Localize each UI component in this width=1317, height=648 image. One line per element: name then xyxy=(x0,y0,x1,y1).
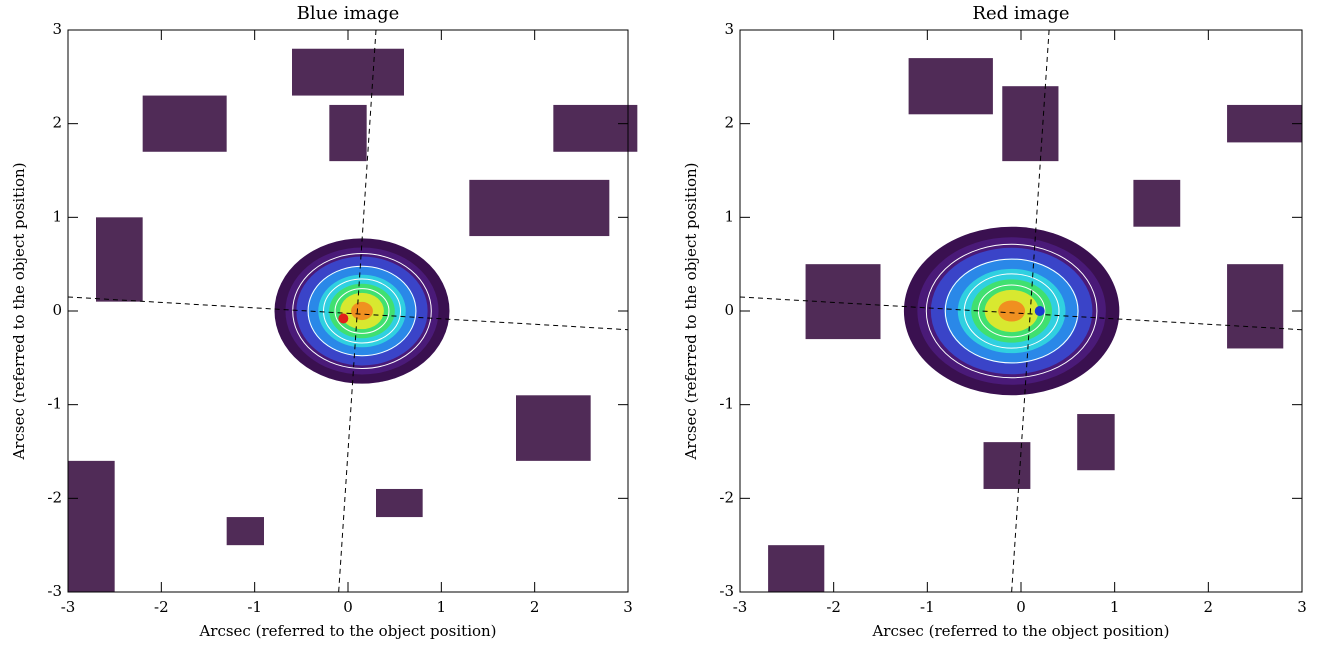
y-tick-label: 2 xyxy=(724,114,734,132)
y-tick-label: 1 xyxy=(724,207,734,225)
image-panel xyxy=(67,29,638,593)
slit-line xyxy=(739,296,1303,331)
emission-patch xyxy=(908,58,993,115)
emission-patch xyxy=(983,442,1031,489)
emission-patch xyxy=(1227,264,1284,349)
slit-line xyxy=(1011,29,1050,593)
x-tick-label: -3 xyxy=(61,598,76,616)
emission-patch xyxy=(1133,179,1181,227)
x-tick-label: 2 xyxy=(1204,598,1214,616)
emission-patch xyxy=(329,104,367,162)
image-panel xyxy=(739,29,1303,593)
emission-patch xyxy=(1002,86,1059,162)
x-tick-label: 2 xyxy=(530,598,540,616)
slit-line xyxy=(338,29,377,593)
emission-level xyxy=(998,300,1026,322)
emission-patch xyxy=(553,104,638,152)
x-axis-label: Arcsec (referred to the object position) xyxy=(871,622,1169,640)
contour xyxy=(323,278,401,344)
emission-patch xyxy=(805,264,881,340)
emission-patch xyxy=(469,179,610,237)
y-tick-label: 0 xyxy=(52,301,62,319)
x-tick-label: 1 xyxy=(1110,598,1120,616)
marker xyxy=(338,313,349,324)
x-tick-label: 3 xyxy=(1297,598,1307,616)
emission-level xyxy=(351,301,373,321)
x-tick-label: -3 xyxy=(733,598,748,616)
contour xyxy=(925,243,1098,379)
y-tick-label: -2 xyxy=(719,488,734,506)
emission-patch xyxy=(768,545,825,592)
contour xyxy=(334,288,390,334)
y-tick-label: -3 xyxy=(47,582,62,600)
y-tick-label: -3 xyxy=(719,582,734,600)
x-tick-label: 0 xyxy=(1016,598,1026,616)
marker xyxy=(1034,306,1045,316)
x-tick-label: 0 xyxy=(343,598,353,616)
contour xyxy=(292,253,432,369)
y-axis-label: Arcsec (referred to the object position) xyxy=(10,162,28,460)
emission-patch xyxy=(376,488,423,518)
chart-title: Blue image xyxy=(297,3,400,24)
y-tick-label: 3 xyxy=(724,20,734,38)
y-tick-label: -2 xyxy=(47,488,62,506)
y-tick-label: 3 xyxy=(52,20,62,38)
emission-patch xyxy=(1227,104,1302,143)
contour xyxy=(944,258,1079,364)
emission-patch xyxy=(68,460,115,592)
y-tick-label: 0 xyxy=(724,301,734,319)
contour xyxy=(963,273,1060,349)
y-tick-label: 1 xyxy=(52,207,62,225)
y-axis-label: Arcsec (referred to the object position) xyxy=(682,162,700,460)
emission-patch xyxy=(226,517,264,546)
slit-line xyxy=(67,296,629,331)
x-axis-label: Arcsec (referred to the object position) xyxy=(198,622,496,640)
emission-patch xyxy=(516,395,591,461)
x-tick-label: 3 xyxy=(623,598,633,616)
emission-patch xyxy=(96,217,143,302)
emission-patch xyxy=(142,95,227,152)
x-tick-label: -2 xyxy=(826,598,841,616)
y-tick-label: 2 xyxy=(52,114,62,132)
x-tick-label: 1 xyxy=(437,598,447,616)
x-tick-label: -2 xyxy=(154,598,169,616)
contour xyxy=(307,265,417,357)
emission-patch xyxy=(1077,414,1115,471)
chart-title: Red image xyxy=(972,3,1069,24)
y-tick-label: -1 xyxy=(47,395,62,413)
y-tick-label: -1 xyxy=(719,395,734,413)
emission-patch xyxy=(292,48,404,96)
x-tick-label: -1 xyxy=(920,598,935,616)
x-tick-label: -1 xyxy=(247,598,262,616)
